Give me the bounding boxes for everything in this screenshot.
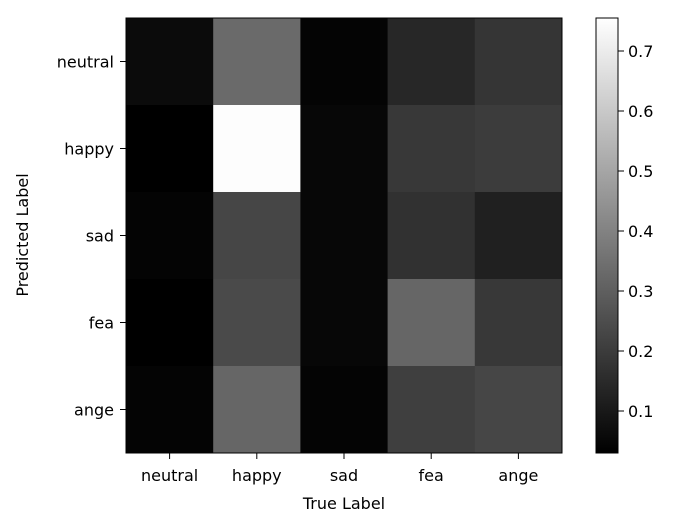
- heatmap-cell-fea-neutral: [126, 279, 214, 367]
- colorbar-gradient: [595, 17, 619, 454]
- heatmap-cell-neutral-sad: [300, 18, 389, 106]
- y-tick-label: happy: [64, 140, 114, 159]
- heatmap-cells: [126, 18, 563, 454]
- x-tick-label: fea: [419, 466, 444, 485]
- heatmap-cell-happy-ange: [474, 105, 563, 193]
- heatmap-cell-sad-neutral: [126, 192, 214, 280]
- x-tick-label: sad: [330, 466, 358, 485]
- x-tick-label: happy: [232, 466, 282, 485]
- x-tick-label: neutral: [141, 466, 198, 485]
- heatmap-cell-neutral-fea: [387, 18, 476, 106]
- colorbar-tick-label: 0.1: [628, 402, 653, 421]
- heatmap-cell-fea-ange: [474, 279, 563, 367]
- x-axis-ticks: neutral happy sad fea ange: [141, 453, 538, 485]
- heatmap-cell-happy-fea: [387, 105, 476, 193]
- colorbar-tick-label: 0.2: [628, 342, 653, 361]
- y-tick-label: neutral: [57, 53, 114, 72]
- colorbar: 0.1 0.2 0.3 0.4 0.5 0.6 0.7: [595, 17, 653, 454]
- x-tick-label: ange: [498, 466, 538, 485]
- colorbar-tick-label: 0.7: [628, 42, 653, 61]
- heatmap-cell-neutral-ange: [474, 18, 563, 106]
- heatmap-cell-happy-happy: [213, 105, 301, 193]
- heatmap-cell-fea-fea: [387, 279, 476, 367]
- heatmap-cell-sad-fea: [387, 192, 476, 280]
- heatmap-cell-happy-neutral: [126, 105, 214, 193]
- colorbar-tick-label: 0.5: [628, 162, 653, 181]
- heatmap-cell-neutral-neutral: [126, 18, 214, 106]
- y-axis-label: Predicted Label: [13, 173, 32, 296]
- y-tick-label: fea: [89, 314, 114, 333]
- heatmap-cell-sad-ange: [474, 192, 563, 280]
- heatmap-cell-fea-sad: [300, 279, 389, 367]
- heatmap-cell-neutral-happy: [213, 18, 301, 106]
- colorbar-tick-label: 0.4: [628, 222, 653, 241]
- x-axis-label: True Label: [302, 494, 385, 513]
- y-axis-ticks: neutral happy sad fea ange: [57, 53, 126, 420]
- heatmap-cell-ange-fea: [387, 366, 476, 454]
- colorbar-tick-label: 0.3: [628, 282, 653, 301]
- y-tick-label: ange: [74, 401, 114, 420]
- heatmap-cell-ange-neutral: [126, 366, 214, 454]
- heatmap-cell-ange-ange: [474, 366, 563, 454]
- heatmap-cell-sad-sad: [300, 192, 389, 280]
- y-tick-label: sad: [86, 227, 114, 246]
- heatmap-cell-fea-happy: [213, 279, 301, 367]
- heatmap-cell-ange-sad: [300, 366, 389, 454]
- heatmap-cell-happy-sad: [300, 105, 389, 193]
- heatmap-cell-ange-happy: [213, 366, 301, 454]
- colorbar-tick-label: 0.6: [628, 102, 653, 121]
- heatmap-cell-sad-happy: [213, 192, 301, 280]
- colorbar-ticks: 0.1 0.2 0.3 0.4 0.5 0.6 0.7: [618, 42, 653, 421]
